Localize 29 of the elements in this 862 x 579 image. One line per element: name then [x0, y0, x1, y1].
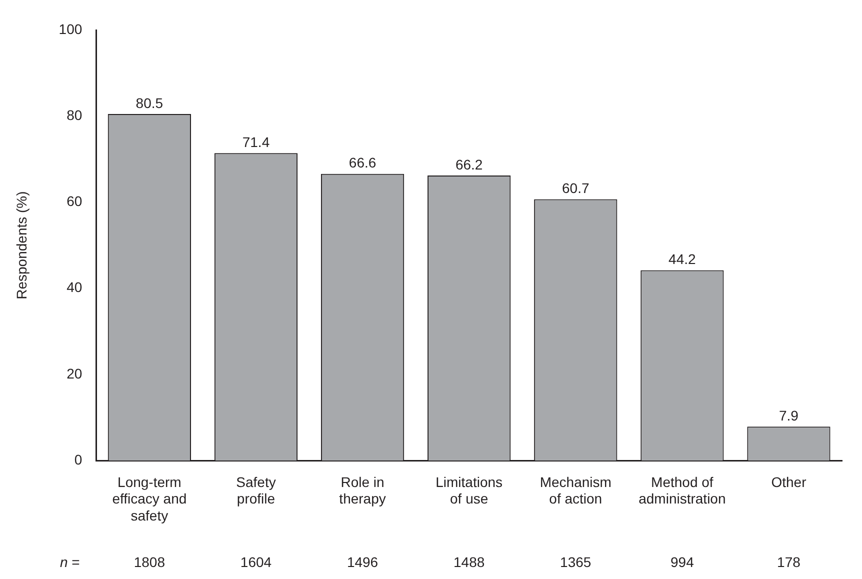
- x-tick-label: Method of administration: [638, 474, 726, 507]
- x-tick-label: Long-term efficacy and safety: [112, 474, 187, 524]
- data-label: 71.4: [242, 134, 270, 150]
- data-label: 7.9: [778, 407, 799, 424]
- x-tick-label: Role in therapy: [339, 474, 386, 507]
- x-tick-label: Safety profile: [236, 474, 276, 507]
- y-tick-label: 100: [58, 20, 82, 37]
- y-axis-title: Respondents (%): [13, 191, 30, 300]
- text: 1496: [346, 554, 378, 570]
- y-tick-label: 0: [74, 451, 82, 468]
- text: 1488: [454, 554, 485, 570]
- y-tick-label: 60: [66, 193, 82, 210]
- y-tick-label: 20: [66, 365, 82, 382]
- data-label: 80.5: [136, 94, 164, 111]
- text: 178: [777, 554, 801, 570]
- text: 1365: [560, 554, 592, 570]
- x-tick-label: Other: [771, 474, 807, 490]
- data-label: 66.6: [348, 154, 376, 171]
- text: n =: [60, 554, 80, 570]
- y-tick-label: 40: [66, 279, 82, 296]
- text: 994: [670, 554, 694, 570]
- x-tick-label: Mechanism of action: [540, 474, 612, 507]
- data-label: 66.2: [455, 156, 483, 172]
- y-tick-label: 80: [66, 106, 82, 123]
- data-label: 44.2: [668, 251, 696, 268]
- data-label: 60.7: [562, 180, 590, 196]
- text: 1604: [240, 554, 272, 570]
- x-tick-label: Limitations of use: [436, 474, 503, 507]
- text: 1808: [134, 554, 166, 570]
